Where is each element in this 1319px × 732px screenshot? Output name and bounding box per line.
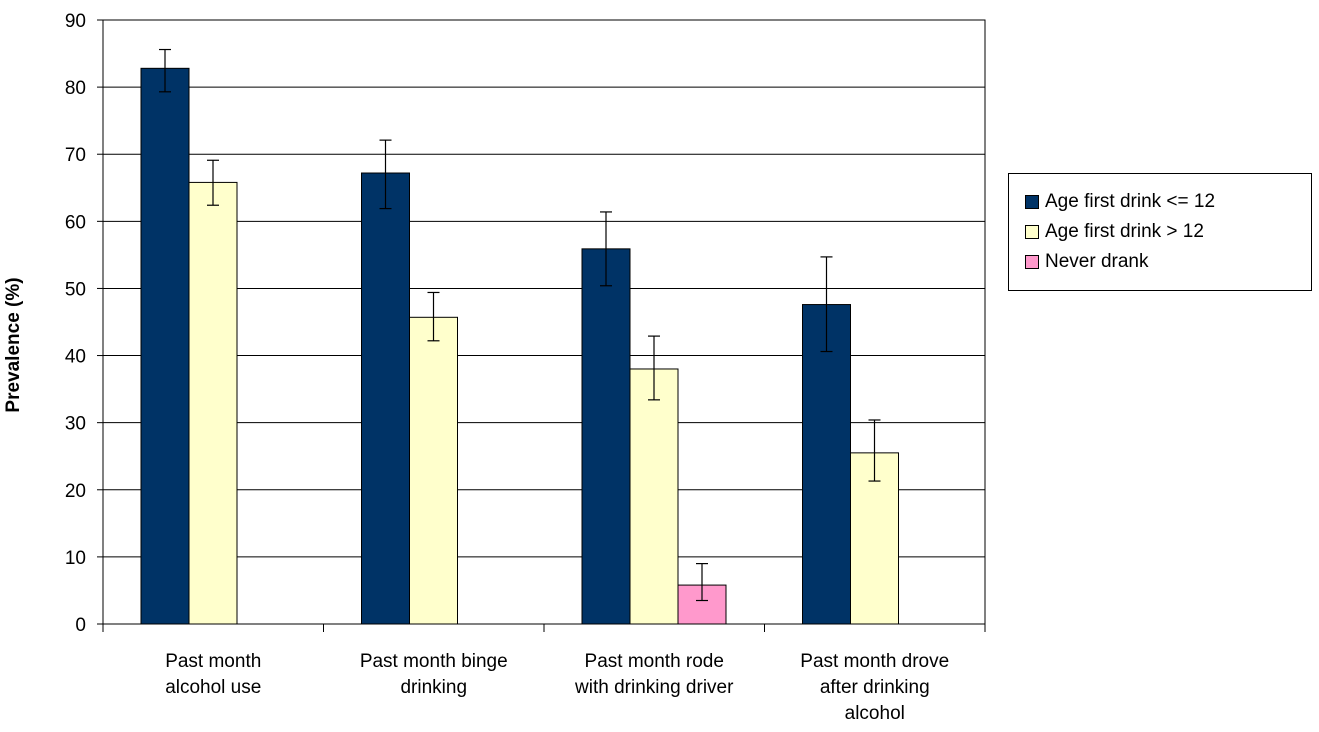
y-tick-label: 10 [65, 548, 86, 569]
x-tick-label-line: Past month [165, 651, 261, 672]
x-tick-label-line: Past month rode [585, 651, 724, 672]
bar [629, 368, 679, 625]
x-tick-label-line: after drinking [820, 677, 930, 698]
y-tick-label: 30 [65, 414, 86, 435]
bar [409, 316, 458, 625]
error-bars [159, 48, 881, 602]
y-tick-label: 70 [65, 145, 86, 166]
legend-label: Age first drink > 12 [1045, 221, 1204, 242]
x-tick-label-line: Past month drove [800, 651, 949, 672]
y-tick-label: 40 [65, 347, 86, 368]
x-tick-label: Past month alcohol use [165, 651, 261, 698]
x-tick-label: Past month drove after drinking alcohol [800, 651, 949, 724]
x-tick-label-line: alcohol [845, 703, 905, 724]
x-tick-label-line: Past month binge [360, 651, 508, 672]
x-tick-label: Past month binge drinking [360, 651, 508, 698]
x-tick-label-line: drinking [400, 677, 467, 698]
legend-label: Age first drink <= 12 [1045, 191, 1216, 212]
y-tick-label: 20 [65, 481, 86, 502]
y-tick-label: 80 [65, 78, 86, 99]
y-tick-label: 90 [65, 11, 86, 32]
legend-item: Never drank [1009, 247, 1311, 277]
bar [361, 172, 410, 625]
bar [140, 67, 190, 625]
legend-item: Age first drink <= 12 [1009, 187, 1311, 217]
axes [97, 19, 986, 632]
y-tick-label: 0 [75, 615, 86, 636]
y-axis-label: Prevalence (%) [3, 277, 24, 413]
x-tick-label-line: with drinking driver [574, 677, 734, 698]
legend-item: Age first drink > 12 [1009, 217, 1311, 247]
legend-swatch [1025, 225, 1039, 239]
legend-label: Never drank [1045, 251, 1149, 272]
y-tick-label: 60 [65, 212, 86, 233]
y-tick-label: 50 [65, 279, 86, 300]
bar [581, 248, 631, 625]
bar [188, 181, 238, 625]
legend-swatch [1025, 195, 1039, 209]
bar [802, 304, 851, 625]
legend: Age first drink <= 12 Age first drink > 1… [1008, 173, 1312, 291]
bars [140, 67, 899, 625]
legend-swatch [1025, 255, 1039, 269]
tick-labels: 0 10 20 30 40 50 60 70 80 90 Past month alcohol use… [65, 11, 949, 724]
x-tick-label-line: alcohol use [165, 677, 261, 698]
x-tick-label: Past month rode with drinking driver [574, 651, 734, 698]
